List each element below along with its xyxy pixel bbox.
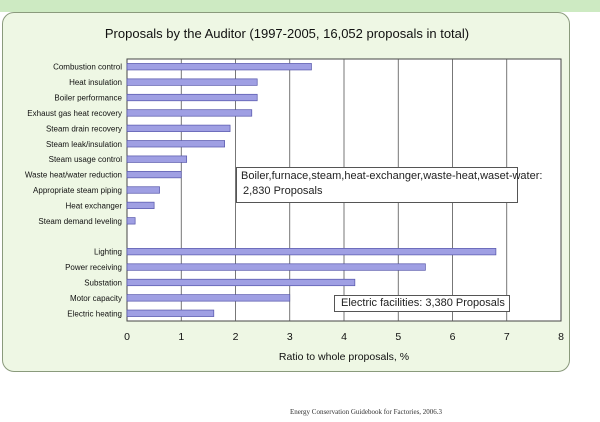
x-tick-label-3: 3 [287,331,293,343]
bar-steam-usage-control [126,155,188,163]
annotation-boiler-steam: Boiler,furnace,steam,heat-exchanger,wast… [236,167,543,203]
category-label-substation: Substation [84,278,122,287]
x-tick-label-7: 7 [504,331,510,343]
bar-lighting [126,248,497,256]
annotation-electric-text: Electric facilities: 3,380 Proposals [341,297,505,309]
category-label-motor-capacity: Motor capacity [70,294,122,303]
bar-steam-drain-recovery [126,124,231,132]
x-axis-label: Ratio to whole proposals, % [279,351,409,363]
x-tick-label-8: 8 [558,331,564,343]
bar-appropriate-steam-piping [126,186,160,194]
bar-boiler-performance [126,93,258,102]
x-tick-label-1: 1 [178,331,184,343]
x-tick-label-6: 6 [450,331,456,343]
annotation-boiler-line2: 2,830 Proposals [243,185,323,197]
category-labels: Combustion control Heat insulation Boiler … [25,63,123,319]
bar-steam-demand-leveling [126,217,136,225]
bar-steam-leak-insulation [126,140,226,148]
category-label-waste-heat-water-reduction: Waste heat/water reduction [25,171,122,180]
bar-waste-heat-water-reduction [126,170,182,179]
category-label-steam-leak-insulation: Steam leak/insulation [46,140,122,149]
bar-substation [126,278,356,287]
category-label-steam-usage-control: Steam usage control [49,155,123,164]
bar-heat-exchanger [126,201,155,210]
category-label-lighting: Lighting [94,248,122,257]
bar-power-receiving [126,263,426,271]
category-label-boiler-performance: Boiler performance [54,94,122,103]
annotation-electric: Electric facilities: 3,380 Proposals [334,295,510,312]
category-label-heat-exchanger: Heat exchanger [66,201,123,210]
x-tick-label-5: 5 [395,331,401,343]
category-label-steam-drain-recovery: Steam drain recovery [46,124,122,133]
category-label-steam-demand-leveling: Steam demand leveling [38,217,122,226]
category-label-appropriate-steam-piping: Appropriate steam piping [33,186,122,195]
x-tick-labels: 0 1 2 3 4 5 6 7 8 [124,331,564,343]
x-tick-label-2: 2 [233,331,239,343]
top-banner-strip [0,0,600,12]
category-label-power-receiving: Power receiving [65,263,122,272]
bar-motor-capacity [126,294,291,302]
bar-electric-heating [126,309,215,317]
bar-heat-insulation [126,78,258,86]
x-tick-label-0: 0 [124,331,130,343]
category-label-heat-insulation: Heat insulation [69,78,122,87]
category-label-electric-heating: Electric heating [67,309,122,318]
category-label-combustion-control: Combustion control [53,63,122,72]
bar-combustion-control [126,63,312,71]
source-note: Energy Conservation Guidebook for Factor… [289,408,443,416]
chart-title: Proposals by the Auditor (1997-2005, 16,… [105,26,469,41]
category-label-exhaust-gas-heat-recovery: Exhaust gas heat recovery [27,109,122,118]
bar-exhaust-gas-heat-recovery [126,109,253,117]
annotation-boiler-line1: Boiler,furnace,steam,heat-exchanger,wast… [241,170,543,182]
bars [126,63,497,317]
x-tick-label-4: 4 [341,331,347,343]
